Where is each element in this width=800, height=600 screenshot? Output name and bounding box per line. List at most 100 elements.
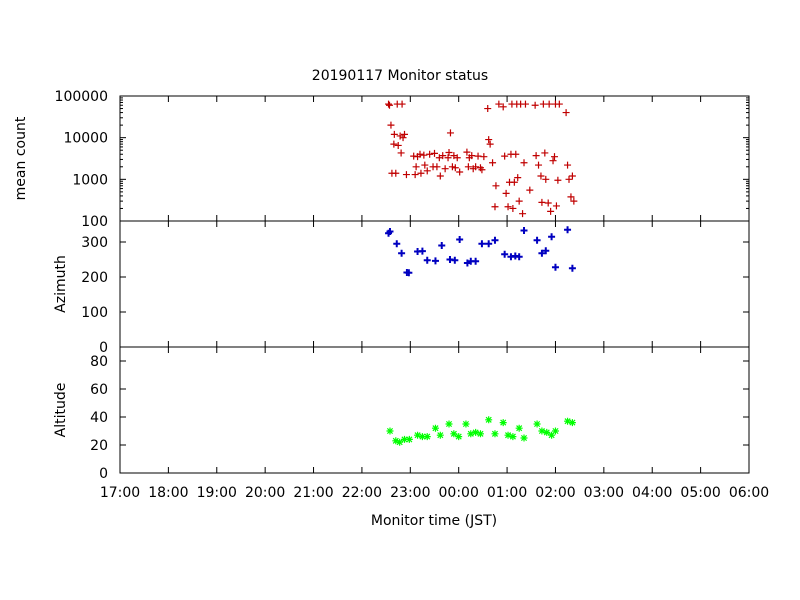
data-point xyxy=(545,100,553,108)
data-point xyxy=(444,154,452,162)
data-point xyxy=(509,433,517,441)
data-point xyxy=(401,130,409,138)
data-point xyxy=(436,172,444,180)
data-point xyxy=(502,189,510,197)
data-point xyxy=(402,171,410,179)
data-point xyxy=(491,430,499,438)
data-point xyxy=(515,424,523,432)
data-point xyxy=(485,136,493,144)
data-point xyxy=(538,427,546,435)
data-point xyxy=(535,161,543,169)
x-tick-label: 17:00 xyxy=(100,485,140,501)
data-point xyxy=(521,100,529,108)
series-azimuth xyxy=(385,226,576,277)
data-point xyxy=(499,419,507,427)
data-point xyxy=(472,428,480,436)
data-point xyxy=(418,433,426,441)
y-tick-label-mean-count: 10000 xyxy=(63,131,108,147)
data-point xyxy=(568,419,576,427)
data-point xyxy=(492,182,500,190)
data-point xyxy=(468,152,476,160)
data-point xyxy=(542,247,550,255)
data-point xyxy=(418,247,426,255)
data-point xyxy=(519,210,527,218)
data-point xyxy=(431,257,439,265)
data-point xyxy=(464,163,472,171)
x-tick-label: 01:00 xyxy=(487,485,527,501)
data-point xyxy=(564,161,572,169)
data-point xyxy=(491,203,499,211)
data-point xyxy=(433,163,441,171)
panel-frame-azimuth xyxy=(119,220,750,348)
data-point xyxy=(570,197,578,205)
data-point xyxy=(412,163,420,171)
data-point xyxy=(401,435,409,443)
data-point xyxy=(467,430,475,438)
data-point xyxy=(515,253,523,261)
y-axis-label-mean-count: mean count xyxy=(13,116,29,200)
data-point xyxy=(439,152,447,160)
data-point xyxy=(542,175,550,183)
chart-title: 20190117 Monitor status xyxy=(312,68,488,84)
panel-frame-mean-count xyxy=(119,95,750,222)
y-tick-label-altitude: 60 xyxy=(90,382,108,398)
x-tick-label: 23:00 xyxy=(390,485,430,501)
data-point xyxy=(393,240,401,248)
data-point xyxy=(565,175,573,183)
data-point xyxy=(390,140,398,148)
data-point xyxy=(567,193,575,201)
data-point xyxy=(436,431,444,439)
series-altitude xyxy=(386,416,576,446)
data-point xyxy=(551,263,559,271)
data-point xyxy=(392,437,400,445)
data-point xyxy=(509,204,517,212)
data-point xyxy=(399,134,407,142)
x-tick-label: 20:00 xyxy=(245,485,285,501)
data-point xyxy=(555,100,563,108)
data-point xyxy=(451,164,459,172)
data-point xyxy=(392,169,400,177)
data-point xyxy=(538,198,546,206)
data-point xyxy=(438,242,446,249)
y-tick-label-azimuth: 100 xyxy=(81,305,108,321)
data-point xyxy=(512,150,520,158)
data-point xyxy=(533,420,541,428)
data-point xyxy=(431,149,438,157)
data-point xyxy=(421,161,429,169)
data-point xyxy=(417,169,425,177)
y-tick-label-altitude: 40 xyxy=(90,410,108,426)
data-point xyxy=(478,240,486,248)
x-tick-label: 04:00 xyxy=(632,485,672,501)
data-point xyxy=(564,417,572,425)
data-point xyxy=(405,269,413,277)
y-tick-label-mean-count: 1000 xyxy=(72,172,108,188)
data-point xyxy=(485,240,493,248)
data-point xyxy=(548,431,556,439)
data-point xyxy=(451,256,459,264)
data-point xyxy=(520,159,528,167)
data-point xyxy=(455,433,463,441)
data-point xyxy=(476,430,484,438)
data-point xyxy=(520,434,528,442)
data-point xyxy=(472,257,480,265)
data-point xyxy=(552,202,560,210)
data-point xyxy=(423,256,431,264)
data-point xyxy=(453,154,461,162)
data-point xyxy=(397,149,405,157)
data-point xyxy=(532,152,540,160)
data-point xyxy=(531,101,539,109)
data-point xyxy=(501,250,509,258)
x-tick-label: 00:00 xyxy=(439,485,479,501)
x-axis-label: Monitor time (JST) xyxy=(371,513,497,529)
x-tick-label: 21:00 xyxy=(293,485,333,501)
data-point xyxy=(548,233,556,241)
x-tick-label: 19:00 xyxy=(197,485,237,501)
data-point xyxy=(499,103,507,111)
data-point xyxy=(387,121,395,129)
data-point xyxy=(486,140,494,148)
data-point xyxy=(533,236,541,244)
data-point xyxy=(472,163,480,171)
data-point xyxy=(550,153,558,161)
data-point xyxy=(445,149,453,157)
